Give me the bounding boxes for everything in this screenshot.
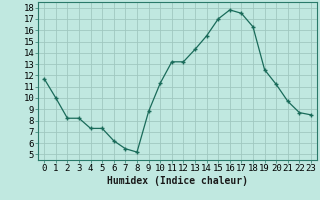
X-axis label: Humidex (Indice chaleur): Humidex (Indice chaleur) [107, 176, 248, 186]
